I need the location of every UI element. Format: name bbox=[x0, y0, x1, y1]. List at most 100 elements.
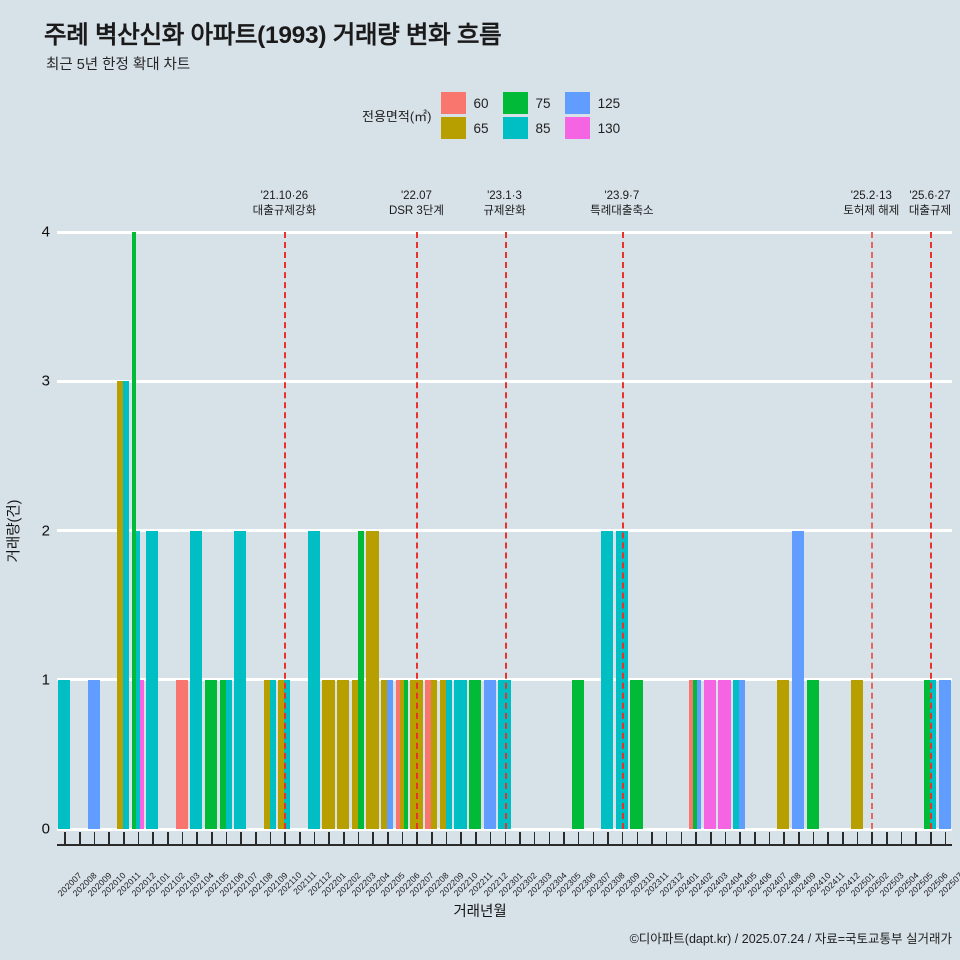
bar[interactable] bbox=[498, 679, 511, 829]
legend-item[interactable]: 65 bbox=[440, 117, 489, 139]
x-axis-tick bbox=[299, 832, 301, 845]
bar[interactable] bbox=[58, 679, 71, 829]
bar[interactable] bbox=[284, 679, 291, 829]
legend-item[interactable]: 75 bbox=[502, 92, 551, 114]
x-axis-tick bbox=[475, 832, 477, 845]
bar[interactable] bbox=[439, 679, 446, 829]
legend-item-label: 75 bbox=[535, 95, 551, 111]
x-axis-tick bbox=[357, 832, 360, 845]
bar[interactable] bbox=[175, 679, 188, 829]
y-axis-tick-label: 4 bbox=[41, 223, 50, 241]
event-vline bbox=[504, 232, 507, 829]
event-annotation-date: '21.10·26 bbox=[260, 190, 309, 202]
x-axis-tick bbox=[621, 832, 624, 845]
bar[interactable] bbox=[116, 381, 123, 829]
bar[interactable] bbox=[693, 679, 698, 829]
bar[interactable] bbox=[469, 679, 482, 829]
x-axis-tick bbox=[269, 832, 272, 845]
bar[interactable] bbox=[322, 679, 335, 829]
x-axis-tick bbox=[651, 832, 653, 845]
legend-swatch-icon bbox=[502, 117, 528, 139]
x-axis-tick bbox=[695, 832, 697, 845]
bar[interactable] bbox=[615, 530, 628, 829]
legend-item[interactable]: 60 bbox=[440, 92, 489, 114]
bar[interactable] bbox=[431, 679, 438, 829]
bar[interactable] bbox=[123, 381, 130, 829]
bar[interactable] bbox=[381, 679, 388, 829]
bar[interactable] bbox=[139, 679, 144, 829]
bar[interactable] bbox=[689, 679, 694, 829]
x-axis-tick bbox=[504, 832, 507, 845]
bar[interactable] bbox=[791, 530, 805, 829]
bar[interactable] bbox=[225, 679, 232, 829]
x-axis-tick bbox=[64, 832, 66, 845]
bar[interactable] bbox=[131, 232, 136, 829]
bar[interactable] bbox=[777, 679, 790, 829]
footer-credit: ©디아파트(dapt.kr) / 2025.07.24 / 자료=국토교통부 실… bbox=[629, 932, 952, 946]
x-axis-tick bbox=[123, 832, 125, 845]
bar[interactable] bbox=[630, 679, 643, 829]
x-axis-tick bbox=[255, 832, 257, 845]
bar[interactable] bbox=[923, 679, 930, 829]
bar[interactable] bbox=[146, 530, 159, 829]
bar[interactable] bbox=[234, 530, 247, 829]
bar[interactable] bbox=[135, 530, 140, 829]
bar[interactable] bbox=[190, 530, 203, 829]
legend-item[interactable]: 85 bbox=[502, 117, 551, 139]
event-vline bbox=[416, 232, 419, 829]
bar[interactable] bbox=[307, 530, 320, 829]
bar[interactable] bbox=[739, 679, 746, 829]
bar[interactable] bbox=[703, 679, 716, 829]
x-axis-tick bbox=[519, 832, 521, 845]
bar[interactable] bbox=[337, 679, 350, 829]
bar[interactable] bbox=[425, 679, 432, 829]
bar[interactable] bbox=[718, 679, 731, 829]
event-annotation-text: 대출규제강화 bbox=[252, 205, 317, 217]
x-axis-tick bbox=[211, 832, 213, 845]
x-axis-tick bbox=[915, 832, 917, 845]
bar[interactable] bbox=[601, 530, 614, 829]
bar[interactable] bbox=[204, 679, 218, 829]
x-axis-tick bbox=[152, 832, 154, 845]
bar[interactable] bbox=[697, 679, 702, 829]
event-annotation: '22.07 DSR 3단계 bbox=[389, 189, 444, 219]
bar[interactable] bbox=[219, 679, 226, 829]
bar[interactable] bbox=[87, 679, 100, 829]
y-axis-tick-label: 0 bbox=[41, 820, 50, 838]
bar[interactable] bbox=[806, 679, 819, 829]
x-axis-tick bbox=[108, 832, 110, 845]
bar[interactable] bbox=[399, 679, 404, 829]
bar[interactable] bbox=[387, 679, 394, 829]
bar[interactable] bbox=[445, 679, 452, 829]
legend-swatch-icon bbox=[564, 92, 590, 114]
bar[interactable] bbox=[929, 679, 937, 829]
x-axis-tick bbox=[460, 832, 463, 845]
bar[interactable] bbox=[483, 679, 496, 829]
legend-item[interactable]: 125 bbox=[564, 92, 621, 114]
bar[interactable] bbox=[351, 679, 358, 829]
x-axis-tick bbox=[885, 832, 888, 845]
bar[interactable] bbox=[733, 679, 740, 829]
x-axis-tick bbox=[79, 832, 81, 845]
bar[interactable] bbox=[395, 679, 400, 829]
bar[interactable] bbox=[850, 679, 863, 829]
legend-items: 60 65 75 85 125 130 bbox=[440, 92, 621, 139]
legend-item-label: 125 bbox=[597, 95, 621, 111]
bar[interactable] bbox=[269, 679, 276, 829]
bar[interactable] bbox=[938, 679, 951, 829]
bar[interactable] bbox=[366, 530, 379, 829]
bar[interactable] bbox=[571, 679, 584, 829]
page-title: 주례 벽산신화 아파트(1993) 거래량 변화 흐름 bbox=[44, 22, 502, 49]
bar[interactable] bbox=[263, 679, 270, 829]
bar[interactable] bbox=[454, 679, 467, 829]
x-axis-tick bbox=[489, 832, 492, 845]
bar[interactable] bbox=[278, 679, 285, 829]
bar[interactable] bbox=[357, 530, 364, 829]
legend-item[interactable]: 130 bbox=[564, 117, 620, 139]
x-axis-tick bbox=[592, 832, 595, 845]
x-axis-tick bbox=[783, 832, 785, 845]
x-axis-tick bbox=[284, 832, 286, 845]
bar[interactable] bbox=[403, 679, 408, 829]
legend-item-label: 60 bbox=[473, 95, 489, 111]
x-axis-tick bbox=[137, 832, 140, 845]
